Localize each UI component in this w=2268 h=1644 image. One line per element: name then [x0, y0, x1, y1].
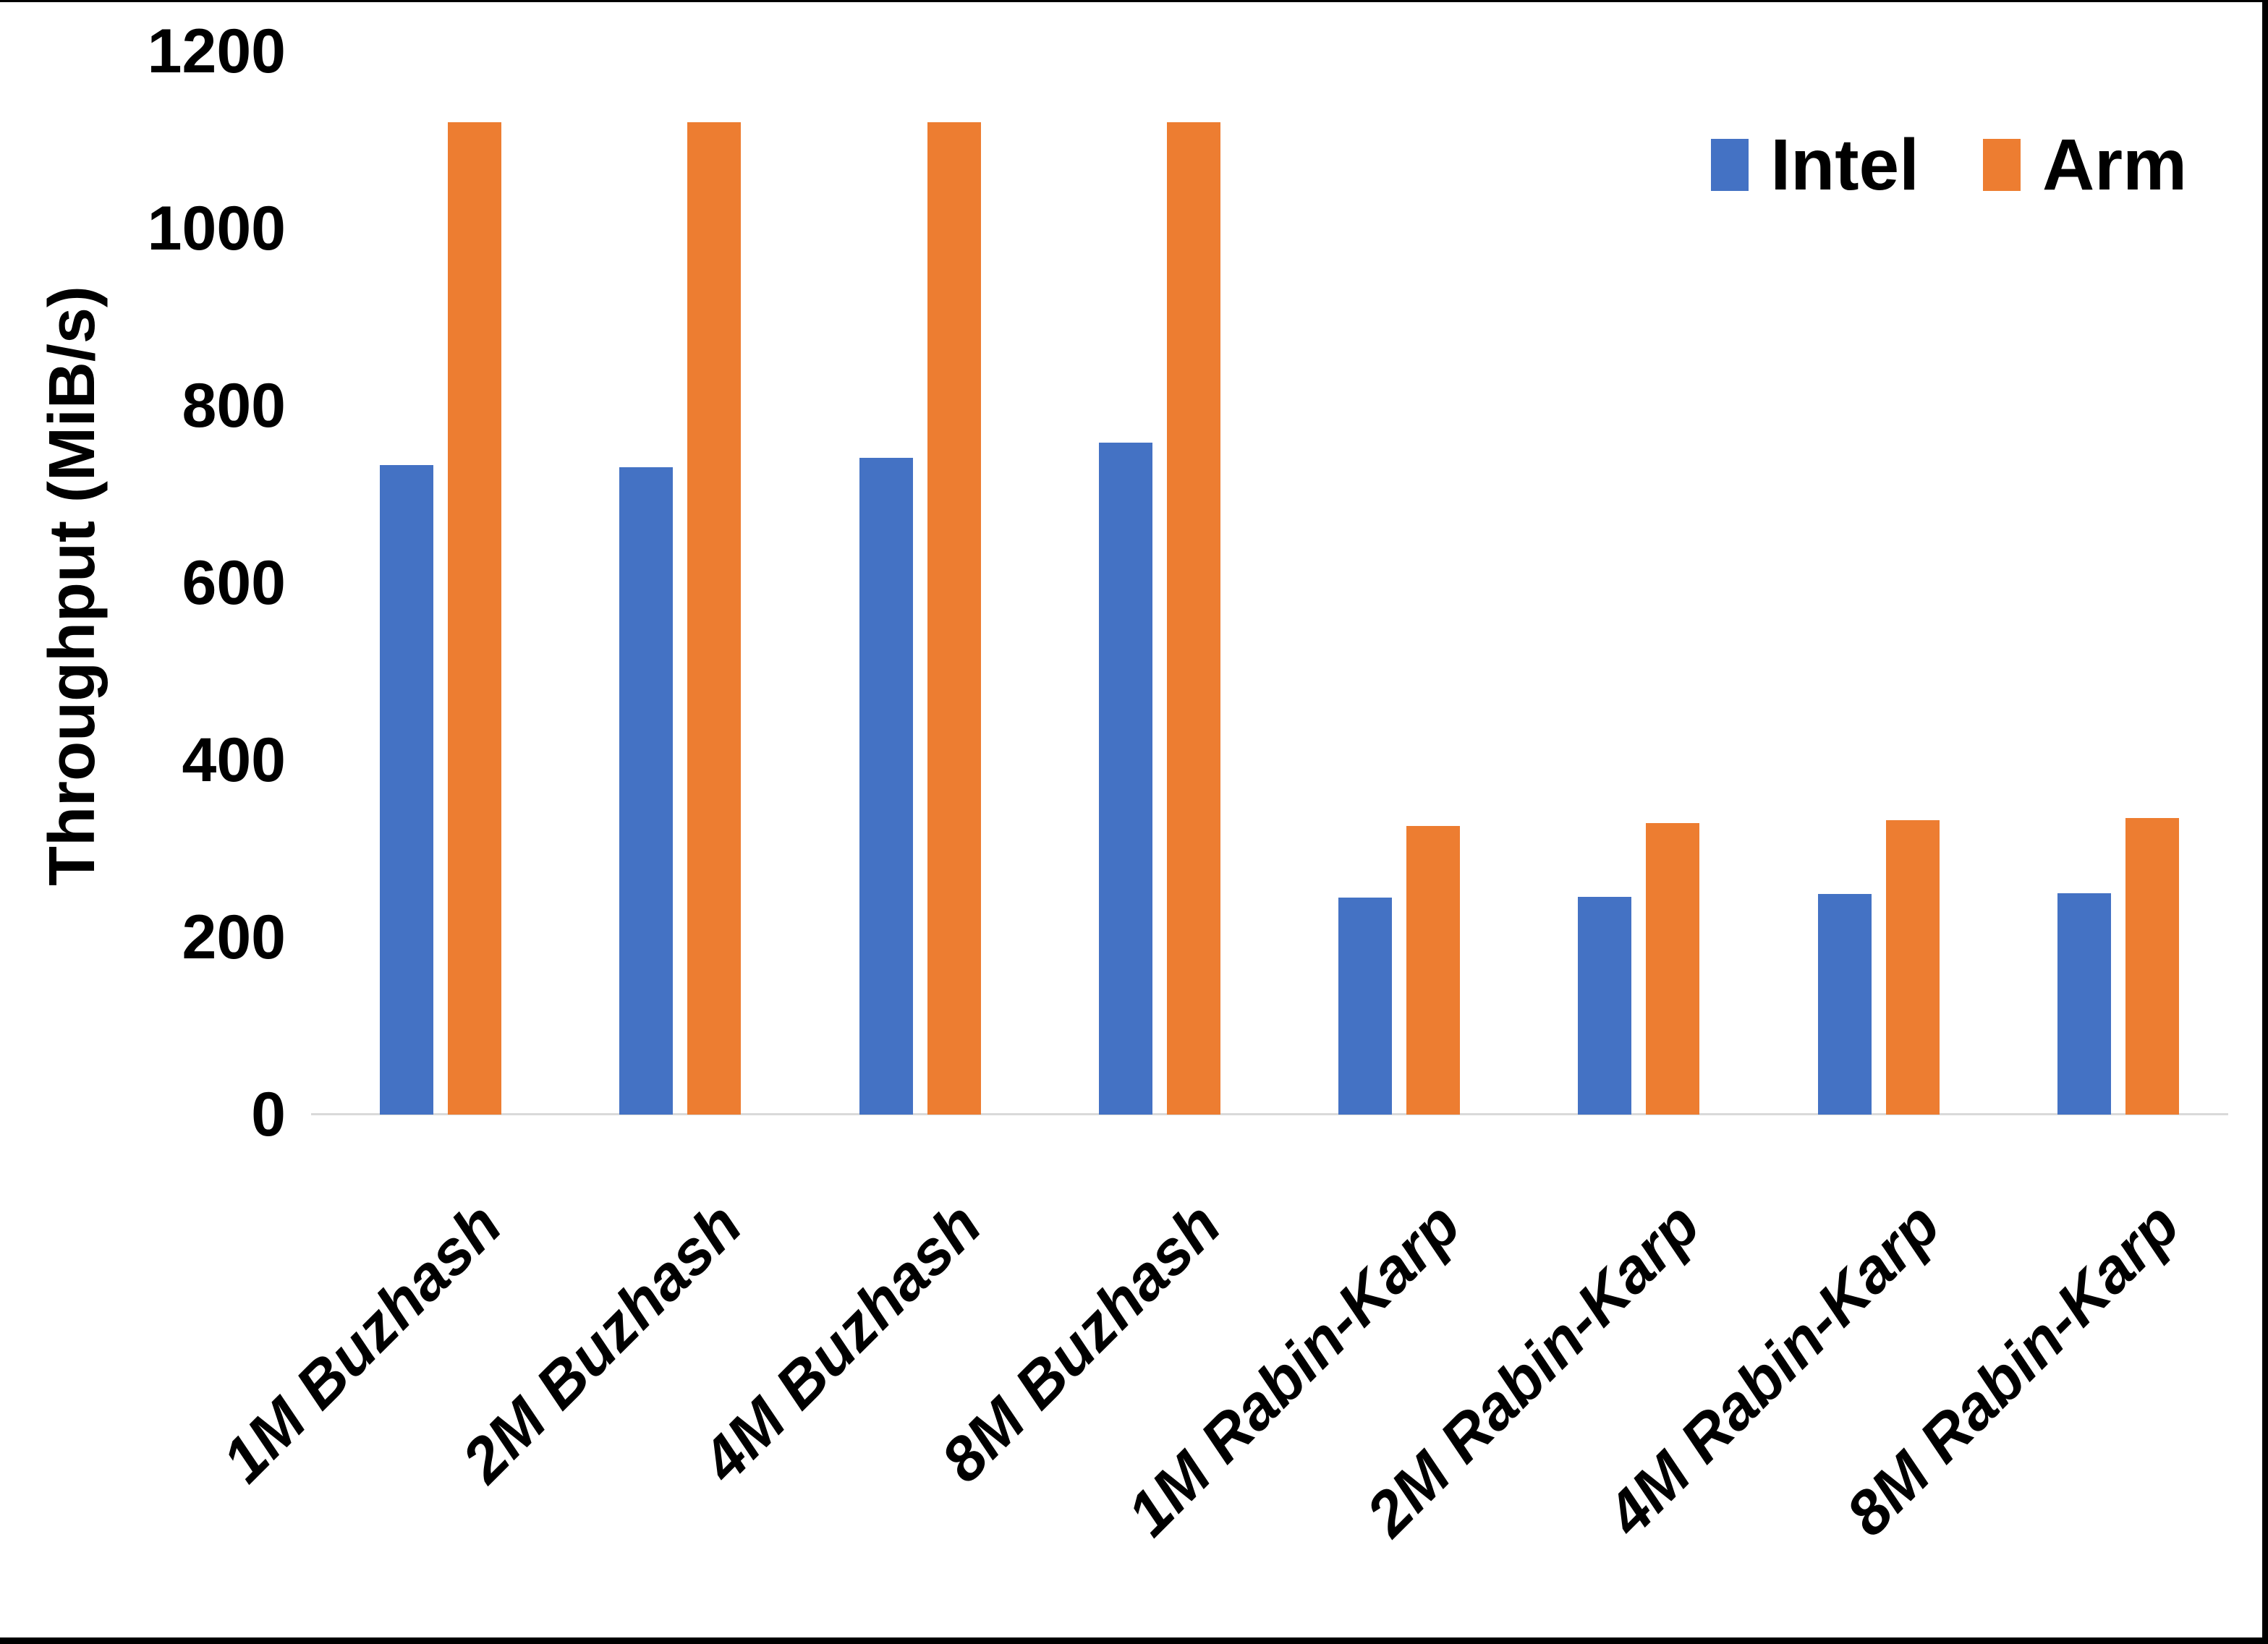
bar-arm-2m-buzhash	[687, 122, 742, 1115]
screenshot-top-border	[0, 0, 2268, 2]
bar-arm-4m-rabin-karp	[1885, 820, 1940, 1115]
legend-label-arm: Arm	[2042, 124, 2187, 205]
bar-arm-1m-buzhash	[448, 122, 501, 1115]
legend: Intel Arm	[1711, 122, 2187, 208]
legend-label-intel: Intel	[1770, 124, 1919, 205]
bar-arm-1m-rabin-karp	[1406, 825, 1460, 1115]
bar-arm-8m-rabin-karp	[2125, 817, 2179, 1115]
y-tick-label-600: 600	[182, 548, 286, 618]
bar-intel-1m-rabin-karp	[1338, 897, 1392, 1115]
y-tick-label-1000: 1000	[147, 194, 286, 263]
bar-intel-4m-rabin-karp	[1817, 893, 1872, 1115]
y-tick-label-200: 200	[182, 903, 286, 972]
y-tick-label-1200: 1200	[147, 17, 286, 86]
bar-arm-8m-buzhash	[1166, 122, 1220, 1115]
y-axis-title: Throughput (MiB/s)	[36, 286, 109, 886]
y-tick-label-0: 0	[251, 1080, 286, 1149]
screenshot-bottom-border	[0, 1637, 2268, 1644]
legend-item-intel: Intel	[1711, 125, 1919, 205]
legend-item-arm: Arm	[1982, 124, 2187, 205]
y-tick-label-400: 400	[182, 725, 286, 795]
bar-intel-1m-buzhash	[380, 465, 433, 1115]
screenshot-right-border	[2262, 0, 2268, 1644]
y-tick-label-800: 800	[182, 371, 286, 440]
bar-arm-4m-buzhash	[927, 122, 981, 1115]
bar-arm-2m-rabin-karp	[1646, 822, 1700, 1115]
arm-series-swatch-icon	[1982, 139, 2021, 191]
bar-intel-8m-buzhash	[1098, 443, 1152, 1115]
bar-intel-4m-buzhash	[859, 458, 913, 1115]
intel-series-swatch-icon	[1711, 139, 1749, 191]
bar-intel-2m-rabin-karp	[1578, 896, 1632, 1115]
bar-intel-2m-buzhash	[619, 467, 674, 1115]
x-axis-line	[311, 1113, 2228, 1115]
bar-intel-8m-rabin-karp	[2057, 893, 2111, 1115]
